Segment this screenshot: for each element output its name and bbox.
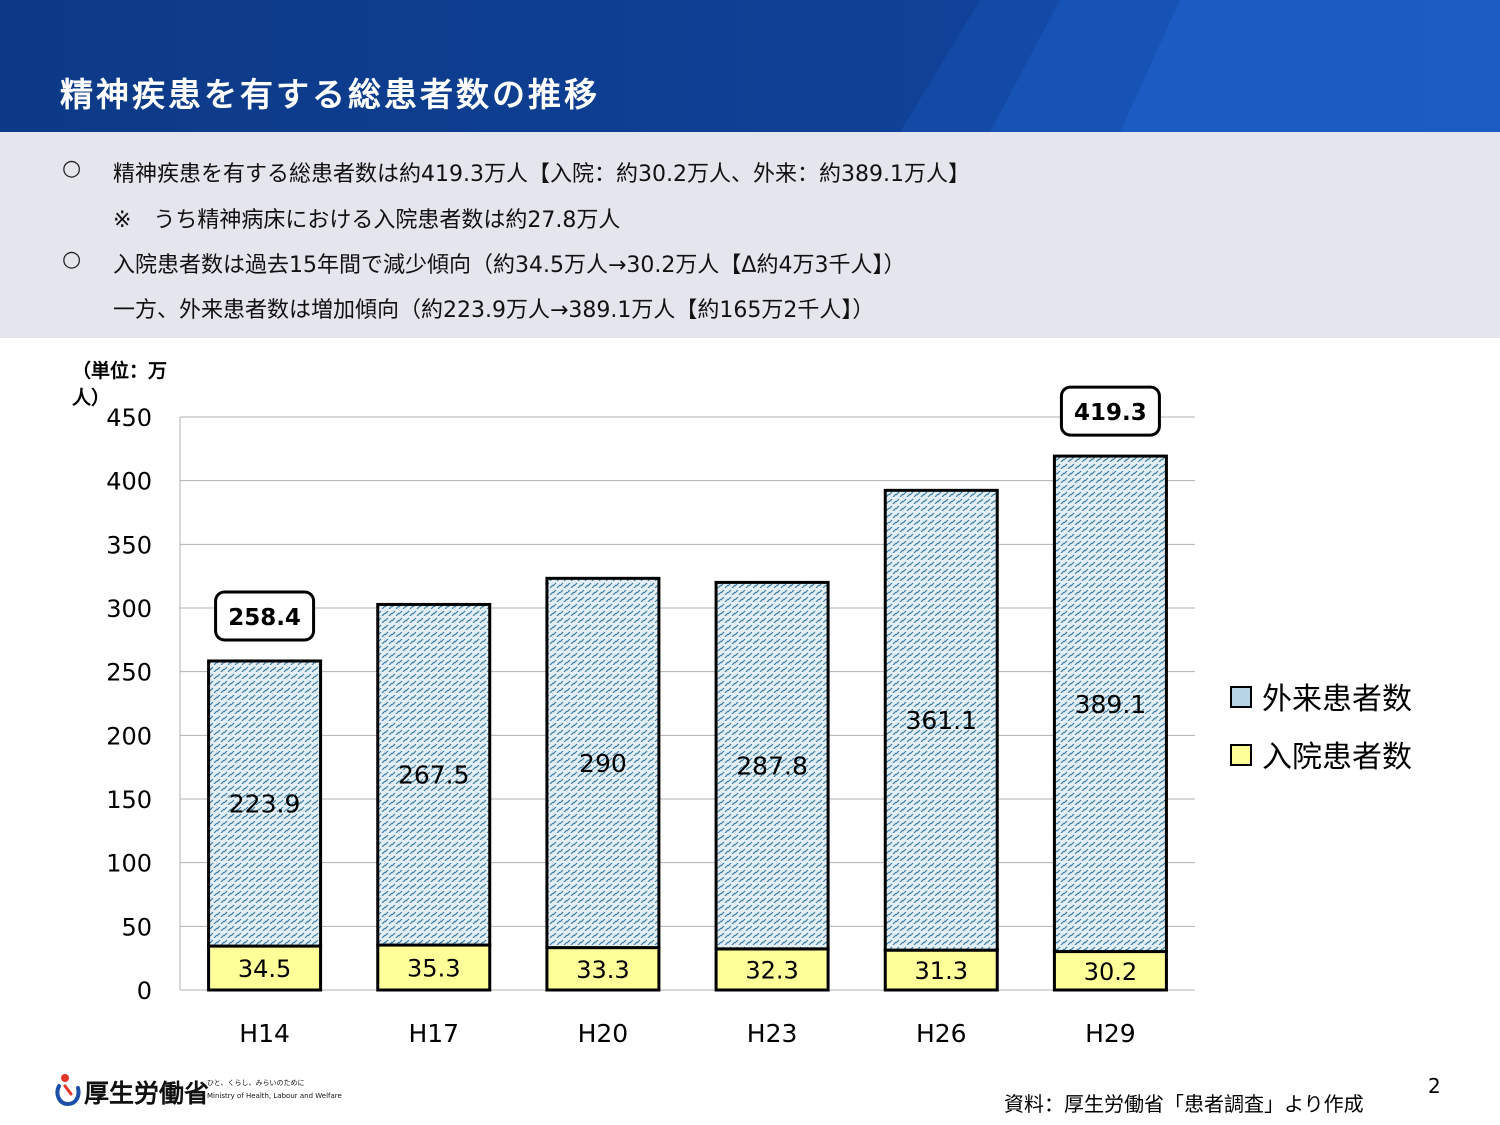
data-label-inpatient: 35.3: [407, 955, 460, 983]
summary-line-4: 一方、外来患者数は増加傾向（約223.9万人→389.1万人【約165万2千人】…: [113, 298, 875, 323]
y-tick-label: 150: [106, 786, 152, 814]
ministry-name: 厚生労働省: [84, 1079, 210, 1108]
total-callout-label: 258.4: [228, 605, 301, 631]
y-tick-label: 50: [121, 913, 152, 941]
y-tick-label: 0: [137, 977, 152, 1005]
legend-label-outpatient: 外来患者数: [1262, 682, 1412, 717]
legend-label-inpatient: 入院患者数: [1262, 740, 1412, 775]
bar-outpatient: [883, 488, 999, 952]
y-tick-label: 250: [106, 659, 152, 687]
bar-inpatient: [883, 948, 999, 992]
bar-inpatient: [714, 947, 830, 992]
unit-label: （単位：万人）: [72, 360, 168, 409]
bar-inpatient: [376, 943, 492, 992]
data-label-inpatient: 30.2: [1084, 958, 1137, 986]
total-callout-box: [1059, 385, 1161, 437]
bullet-marker: ○: [62, 156, 82, 181]
x-tick-label: H23: [747, 1019, 798, 1048]
x-tick-label: H17: [408, 1019, 459, 1048]
ministry-logo-icon: [55, 1074, 81, 1106]
data-label-inpatient: 34.5: [238, 955, 291, 983]
bar-inpatient: [1052, 950, 1168, 992]
legend-swatch-inpatient: [1230, 744, 1252, 766]
data-label-outpatient: 290: [579, 749, 627, 778]
title-bar: 精神疾患を有する総患者数の推移: [0, 0, 1500, 132]
data-label-inpatient: 31.3: [915, 957, 968, 985]
legend-swatch-outpatient: [1230, 686, 1252, 708]
slide-title: 精神疾患を有する総患者数の推移: [60, 75, 600, 114]
data-label-outpatient: 361.1: [905, 706, 977, 735]
source-note: 資料：厚生労働省「患者調査」より作成: [1004, 1092, 1364, 1116]
y-tick-label: 400: [106, 468, 152, 496]
x-tick-label: H20: [578, 1019, 629, 1048]
bar-outpatient: [545, 576, 661, 950]
y-tick-label: 200: [106, 722, 152, 750]
x-tick-label: H14: [239, 1019, 290, 1048]
data-label-outpatient: 287.8: [736, 752, 808, 781]
x-tick-label: H29: [1085, 1019, 1136, 1048]
total-callout-box: [214, 590, 316, 642]
data-label-outpatient: 223.9: [229, 790, 301, 819]
summary-box: ○ 精神疾患を有する総患者数は約419.3万人【入院：約30.2万人、外来：約3…: [0, 132, 1500, 338]
data-label-outpatient: 389.1: [1075, 690, 1147, 719]
bar-outpatient: [207, 659, 323, 948]
data-label-outpatient: 267.5: [398, 761, 470, 790]
header-decoration: [900, 0, 1500, 132]
bar-outpatient: [1052, 454, 1168, 954]
summary-line-1: 精神疾患を有する総患者数は約419.3万人【入院：約30.2万人、外来：約389…: [113, 162, 970, 187]
page-number: 2: [1428, 1074, 1441, 1098]
bar-outpatient: [376, 602, 492, 947]
x-tick-label: H26: [916, 1019, 967, 1048]
bar-inpatient: [545, 946, 661, 992]
summary-line-2: ※ うち精神病床における入院患者数は約27.8万人: [113, 208, 621, 233]
y-tick-label: 350: [106, 531, 152, 559]
stacked-bar-chart: 0 50 100 150 200 250 300 350 400 450 34.5 223.9 H14 3…: [106, 385, 1195, 1048]
total-callout-label: 419.3: [1074, 400, 1147, 426]
summary-line-3: 入院患者数は過去15年間で減少傾向（約34.5万人→30.2万人【Δ約4万3千人…: [113, 253, 906, 278]
ministry-tagline: ひと、くらし、みらいのために: [207, 1079, 305, 1087]
ministry-english-name: Ministry of Health, Labour and Welfare: [207, 1092, 342, 1100]
data-label-inpatient: 33.3: [576, 956, 629, 984]
bar-outpatient: [714, 580, 830, 951]
y-tick-label: 450: [106, 404, 152, 432]
y-tick-label: 300: [106, 595, 152, 623]
bullet-marker: ○: [62, 247, 82, 272]
data-label-inpatient: 32.3: [745, 956, 798, 984]
y-tick-label: 100: [106, 850, 152, 878]
